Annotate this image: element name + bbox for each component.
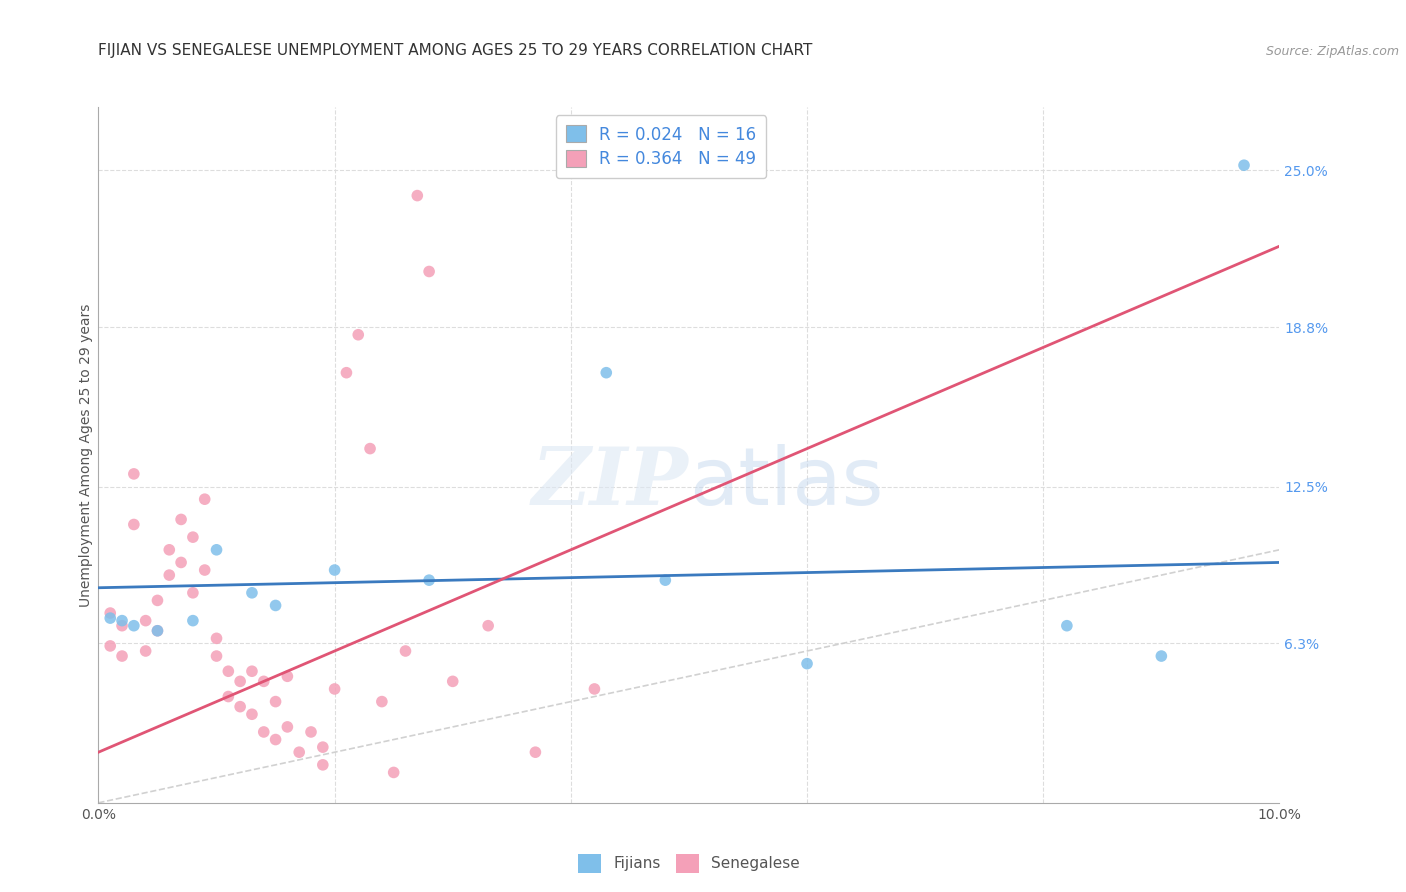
Point — [217, 665, 239, 679]
Text: atlas: atlas — [689, 443, 883, 522]
Point — [181, 586, 204, 600]
Point — [111, 648, 134, 663]
Point — [181, 530, 204, 544]
Point — [524, 745, 547, 759]
Point — [253, 725, 276, 739]
Point — [312, 757, 335, 772]
Point — [205, 648, 228, 663]
Text: ZIP: ZIP — [531, 444, 689, 522]
Point — [406, 188, 429, 202]
Point — [382, 765, 405, 780]
Point — [312, 740, 335, 755]
Point — [264, 732, 287, 747]
Point — [98, 639, 121, 653]
Point — [229, 674, 252, 689]
Point — [217, 690, 239, 704]
Point — [111, 618, 134, 632]
Point — [1056, 618, 1078, 632]
Point — [122, 467, 145, 481]
Point — [205, 542, 228, 557]
Point — [264, 695, 287, 709]
Point — [347, 327, 370, 342]
Point — [240, 707, 263, 722]
Point — [98, 611, 121, 625]
Point — [122, 618, 145, 632]
Point — [170, 512, 193, 526]
Point — [276, 720, 298, 734]
Point — [477, 618, 499, 632]
Point — [264, 599, 287, 613]
Point — [194, 492, 217, 507]
Point — [157, 568, 180, 582]
Point — [135, 644, 157, 658]
Point — [441, 674, 464, 689]
Point — [205, 632, 228, 646]
Point — [240, 586, 263, 600]
Point — [335, 366, 357, 380]
Point — [276, 669, 298, 683]
Point — [583, 681, 606, 696]
Text: Source: ZipAtlas.com: Source: ZipAtlas.com — [1265, 45, 1399, 58]
Point — [1233, 158, 1256, 172]
Point — [240, 665, 263, 679]
Point — [98, 606, 121, 620]
Legend: Fijians, Senegalese: Fijians, Senegalese — [572, 847, 806, 879]
Point — [323, 681, 346, 696]
Point — [359, 442, 381, 456]
Text: FIJIAN VS SENEGALESE UNEMPLOYMENT AMONG AGES 25 TO 29 YEARS CORRELATION CHART: FIJIAN VS SENEGALESE UNEMPLOYMENT AMONG … — [98, 43, 813, 58]
Point — [796, 657, 818, 671]
Point — [229, 699, 252, 714]
Point — [299, 725, 322, 739]
Point — [1150, 648, 1173, 663]
Point — [157, 542, 180, 557]
Point — [371, 695, 394, 709]
Point — [418, 573, 440, 587]
Point — [146, 624, 169, 638]
Point — [394, 644, 416, 658]
Point — [253, 674, 276, 689]
Point — [146, 593, 169, 607]
Point — [595, 366, 617, 380]
Point — [418, 264, 440, 278]
Point — [288, 745, 311, 759]
Point — [323, 563, 346, 577]
Point — [135, 614, 157, 628]
Point — [194, 563, 217, 577]
Point — [181, 614, 204, 628]
Point — [146, 624, 169, 638]
Point — [111, 614, 134, 628]
Point — [122, 517, 145, 532]
Point — [654, 573, 676, 587]
Y-axis label: Unemployment Among Ages 25 to 29 years: Unemployment Among Ages 25 to 29 years — [79, 303, 93, 607]
Point — [170, 556, 193, 570]
